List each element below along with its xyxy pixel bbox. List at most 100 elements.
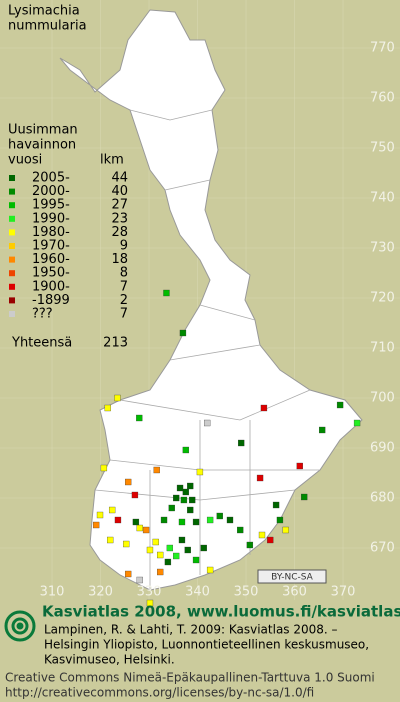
legend-swatch xyxy=(9,297,15,304)
observation-square xyxy=(136,576,143,584)
observation-square xyxy=(136,414,143,422)
footer-headline: Kasviatlas 2008, www.luomus.fi/kasviatla… xyxy=(42,603,400,621)
y-tick-label: 700 xyxy=(370,391,395,406)
observation-square xyxy=(301,493,308,501)
observation-square xyxy=(237,439,245,447)
citation: Kasvimuseo, Helsinki. xyxy=(44,653,175,667)
observation-square xyxy=(187,506,194,514)
observation-square xyxy=(160,516,168,524)
license: http://creativecommons.org/licenses/by-n… xyxy=(5,686,314,700)
license: Creative Commons Nimeä-Epäkaupallinen-Ta… xyxy=(5,671,375,685)
observation-square xyxy=(178,536,186,544)
observation-square xyxy=(107,536,114,544)
x-tick-label: 340 xyxy=(185,585,210,600)
legend-label: ??? xyxy=(32,307,53,322)
observation-square xyxy=(246,541,254,549)
legend-count: 23 xyxy=(111,211,128,226)
x-tick-label: 320 xyxy=(88,585,113,600)
observation-square xyxy=(336,401,344,409)
legend-count: 28 xyxy=(111,225,128,240)
x-tick-label: 330 xyxy=(137,585,162,600)
title: nummularia xyxy=(8,19,87,34)
y-tick-label: 740 xyxy=(370,191,395,206)
observation-square xyxy=(226,516,234,524)
legend-heading: Uusimman xyxy=(8,123,78,138)
observation-square xyxy=(182,488,190,496)
legend-swatch xyxy=(9,188,15,195)
legend-swatch xyxy=(9,283,15,290)
observation-square xyxy=(176,484,184,492)
observation-square xyxy=(260,404,268,412)
cc-badge xyxy=(257,569,327,584)
legend-count: 27 xyxy=(111,198,128,213)
observation-square xyxy=(164,558,172,566)
observation-square xyxy=(124,570,132,578)
observation-square xyxy=(180,496,188,504)
observation-square xyxy=(182,446,190,454)
legend-label: 1990- xyxy=(32,211,70,226)
observation-square xyxy=(267,536,274,544)
legend-count: 9 xyxy=(120,239,128,254)
observation-square xyxy=(114,516,122,524)
observation-square xyxy=(179,329,187,337)
observation-square xyxy=(187,482,194,490)
observation-square xyxy=(192,556,200,564)
legend-label: 2005- xyxy=(32,171,70,186)
observation-square xyxy=(142,526,150,534)
legend-label: 1960- xyxy=(32,252,70,267)
x-tick-label: 350 xyxy=(234,585,259,600)
y-tick-label: 750 xyxy=(370,141,395,156)
observation-square xyxy=(92,521,100,529)
finland-outline xyxy=(59,9,363,591)
y-tick-label: 720 xyxy=(370,291,395,306)
legend-total: 213 xyxy=(103,336,128,351)
legend-swatch xyxy=(9,243,15,249)
observation-square xyxy=(216,512,223,520)
legend-swatch xyxy=(9,175,15,181)
legend-count: 8 xyxy=(120,266,128,281)
legend-count: 18 xyxy=(111,252,128,267)
observation-square xyxy=(237,526,244,534)
observation-square xyxy=(296,462,303,470)
legend-count: 44 xyxy=(111,171,128,186)
observation-square xyxy=(124,478,132,486)
y-tick-label: 770 xyxy=(370,41,395,56)
observation-square xyxy=(196,468,204,476)
observation-square xyxy=(132,518,140,526)
citation: Helsingin Yliopisto, Luonnontieteellinen… xyxy=(44,638,369,652)
observation-square xyxy=(168,504,175,512)
y-tick-label: 730 xyxy=(370,241,395,256)
observation-square xyxy=(166,544,174,552)
legend-label: 1995- xyxy=(32,198,70,213)
logo xyxy=(4,610,36,642)
observation-square xyxy=(173,552,180,560)
observation-square xyxy=(146,599,154,607)
legend-count: 40 xyxy=(111,184,128,199)
legend-count: 7 xyxy=(120,307,128,322)
legend-total-label: Yhteensä xyxy=(11,336,72,351)
x-tick-label: 360 xyxy=(282,585,307,600)
legend-label: 1980- xyxy=(32,225,70,240)
observation-square xyxy=(258,531,266,539)
observation-square xyxy=(178,518,186,526)
observation-square xyxy=(206,516,214,524)
legend-swatch xyxy=(9,215,15,222)
observation-square xyxy=(173,494,180,502)
observation-square xyxy=(200,544,207,552)
observation-square xyxy=(100,464,108,472)
observation-square xyxy=(272,501,280,509)
x-tick-label: 310 xyxy=(40,585,65,600)
legend-label: 1900- xyxy=(32,279,70,294)
legend-label: 1970- xyxy=(32,239,70,254)
observation-square xyxy=(282,526,289,534)
citation: Lampinen, R. & Lahti, T. 2009: Kasviatla… xyxy=(44,623,338,637)
legend-heading: havainnon xyxy=(8,138,76,153)
y-tick-label: 670 xyxy=(370,541,395,556)
legend-label: -1899 xyxy=(32,293,70,308)
observation-square xyxy=(353,419,361,427)
observation-square xyxy=(108,506,116,514)
legend-count: 2 xyxy=(120,293,128,308)
